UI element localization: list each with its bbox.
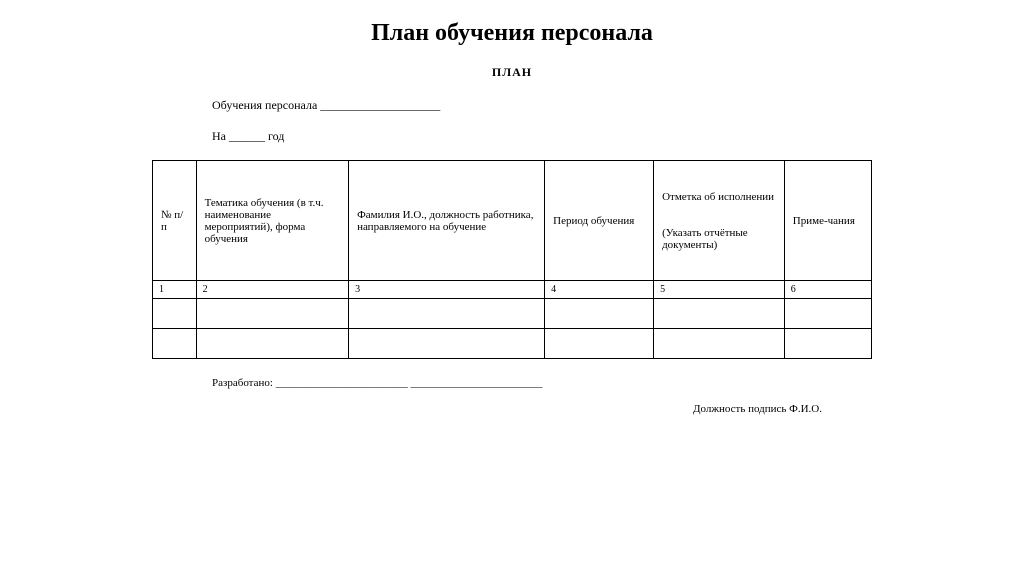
cell	[349, 329, 545, 359]
table-row	[153, 299, 872, 329]
training-plan-table: № п/п Тематика обучения (в т.ч. наименов…	[152, 160, 872, 359]
cell	[349, 299, 545, 329]
year-line: На ______ год	[212, 129, 872, 144]
cell	[545, 299, 654, 329]
plan-label: ПЛАН	[152, 65, 872, 80]
numcell: 2	[196, 281, 349, 299]
col-header-number: № п/п	[153, 161, 197, 281]
table-header-row: № п/п Тематика обучения (в т.ч. наименов…	[153, 161, 872, 281]
page-title: План обучения персонала	[0, 20, 1024, 47]
numcell: 6	[784, 281, 871, 299]
cell	[784, 299, 871, 329]
cell	[196, 329, 349, 359]
col-header-notes: Приме-чания	[784, 161, 871, 281]
cell	[545, 329, 654, 359]
table-row	[153, 329, 872, 359]
cell	[654, 329, 785, 359]
cell	[784, 329, 871, 359]
document-body: ПЛАН Обучения персонала ________________…	[152, 65, 872, 415]
col-header-period: Период обучения	[545, 161, 654, 281]
col-header-employee: Фамилия И.О., должность работника, напра…	[349, 161, 545, 281]
signature-line: Должность подпись Ф.И.О.	[152, 403, 822, 415]
col-header-completion: Отметка об исполнении(Указать отчётные д…	[654, 161, 785, 281]
numcell: 3	[349, 281, 545, 299]
cell	[654, 299, 785, 329]
numcell: 1	[153, 281, 197, 299]
col-header-topic: Тематика обучения (в т.ч. наименование м…	[196, 161, 349, 281]
cell	[153, 299, 197, 329]
training-of-line: Обучения персонала ____________________	[212, 98, 872, 113]
numcell: 5	[654, 281, 785, 299]
cell	[153, 329, 197, 359]
developed-by-line: Разработано: ________________________ __…	[212, 377, 872, 389]
table-number-row: 1 2 3 4 5 6	[153, 281, 872, 299]
numcell: 4	[545, 281, 654, 299]
cell	[196, 299, 349, 329]
